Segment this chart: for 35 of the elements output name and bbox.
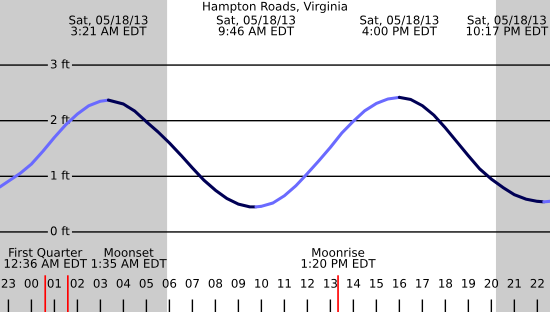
- x-tick-label: 04: [116, 278, 130, 288]
- x-tick-label: 22: [530, 278, 544, 288]
- x-tick-label: 19: [462, 278, 476, 288]
- ref-line-label: Moonrise 1:20 PM EDT: [302, 248, 376, 268]
- x-tick-label: 18: [439, 278, 452, 288]
- x-tick-label: 01: [48, 278, 61, 288]
- x-tick-label: 06: [162, 278, 176, 288]
- x-tick-label: 05: [140, 278, 153, 288]
- x-tick-label: 16: [393, 278, 406, 288]
- ref-line-label: Moonset 1:35 AM EDT: [92, 248, 167, 268]
- x-tick-label: 14: [347, 279, 360, 288]
- y-tick-label: 3 ft: [50, 59, 70, 68]
- y-tick-label: 0 ft: [50, 226, 70, 236]
- x-tick-label: 02: [70, 278, 84, 288]
- y-tick-label: 1 ft: [51, 170, 70, 180]
- x-tick-label: 10: [255, 278, 268, 288]
- x-tick-label: 08: [208, 278, 222, 288]
- x-tick-label: 23: [2, 278, 15, 288]
- x-tick-label: 21: [508, 278, 521, 288]
- chart-title: Hampton Roads, Virginia: [203, 2, 347, 13]
- annotation: Sat, 05/18/13 3:21 AM EDT: [69, 16, 148, 36]
- x-tick-label: 17: [416, 279, 429, 288]
- x-tick-label: 13: [324, 278, 337, 288]
- ref-line-label: First Quarter 12:36 AM EDT: [4, 248, 88, 268]
- x-tick-label: 15: [370, 279, 383, 288]
- annotation: Sat, 05/18/13 10:17 PM EDT: [466, 16, 548, 36]
- annotation: Sat, 05/18/13 4:00 PM EDT: [360, 16, 438, 36]
- annotation: Sat, 05/18/13 9:46 AM EDT: [216, 16, 296, 36]
- x-tick-label: 20: [484, 278, 498, 288]
- x-tick-label: 07: [186, 278, 199, 288]
- x-tick-label: 03: [94, 278, 107, 288]
- x-tick-label: 11: [278, 279, 291, 288]
- x-tick-label: 09: [232, 278, 246, 288]
- x-tick-label: 00: [24, 278, 38, 288]
- x-tick-label: 12: [301, 278, 314, 288]
